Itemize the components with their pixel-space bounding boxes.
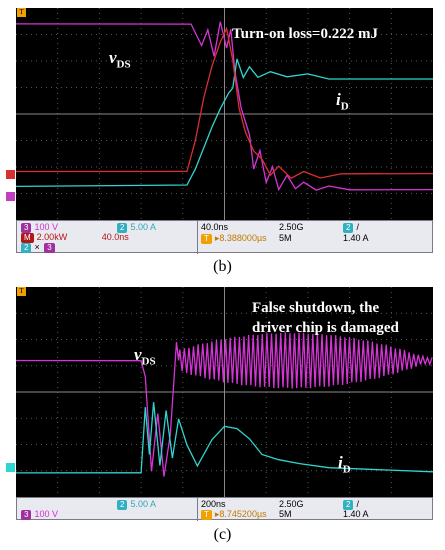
trigger-level-c: 1.40 A bbox=[343, 509, 369, 519]
ch-marker-mag-b bbox=[6, 192, 15, 201]
record-length-c: 5M bbox=[279, 509, 292, 519]
ch3-scale-b: 3 100 V bbox=[21, 222, 58, 233]
scope-readout-b: 3 100 V 2 5.00 A M 2.00kW 40.0ns 2 × 3 40.0n… bbox=[16, 220, 433, 254]
sample-rate-b: 2.50G bbox=[279, 222, 304, 232]
trigger-source-c: 2/ bbox=[343, 499, 359, 510]
delay-b: T ▸8.388000µs bbox=[201, 233, 267, 244]
scope-screen-b: Turn-on loss=0.222 mJ vDS iD T bbox=[16, 8, 433, 220]
trace-id-b bbox=[16, 58, 433, 188]
ch2-scale-b: 2 5.00 A bbox=[117, 222, 156, 233]
ch2-scale-c: 2 5.00 A bbox=[117, 499, 156, 510]
turn-on-loss-annotation: Turn-on loss=0.222 mJ bbox=[232, 26, 378, 42]
vds-label-c: vDS bbox=[134, 345, 156, 368]
trigger-marker-c: T bbox=[17, 287, 26, 296]
false-shutdown-annotation-line1: False shutdown, the bbox=[252, 300, 380, 316]
panel-c: False shutdown, the driver chip is damag… bbox=[0, 280, 445, 550]
false-shutdown-annotation-line2: driver chip is damaged bbox=[252, 320, 399, 336]
ch-marker-cyan-c bbox=[6, 463, 15, 472]
id-label-c: iD bbox=[338, 453, 351, 476]
trigger-marker-b: T bbox=[17, 8, 26, 17]
scope-readout-c: 3 100 V 2 5.00 A 200ns 2.50G 2/ T ▸8.745200… bbox=[16, 497, 433, 521]
trigger-level-b: 1.40 A bbox=[343, 233, 369, 243]
ch3-scale-c: 3 100 V bbox=[21, 509, 58, 520]
caption-b: (b) bbox=[213, 258, 232, 275]
math-scale-b: M 2.00kW 40.0ns bbox=[21, 232, 129, 243]
waveform-plot-b bbox=[16, 8, 433, 220]
record-length-b: 5M bbox=[279, 233, 292, 243]
waveform-plot-c bbox=[16, 287, 433, 497]
trace-id-c bbox=[16, 402, 433, 474]
timebase-c: 200ns bbox=[201, 499, 226, 509]
scope-screen-c: False shutdown, the driver chip is damag… bbox=[16, 287, 433, 497]
trace-vds-c bbox=[16, 332, 433, 477]
id-label-b: iD bbox=[336, 90, 349, 113]
caption-c: (c) bbox=[213, 526, 232, 543]
ch-marker-red-b bbox=[6, 170, 15, 179]
delay-c: T ▸8.745200µs bbox=[201, 509, 267, 520]
trace-turn-on-power-b bbox=[16, 26, 433, 179]
vds-label-b: vDS bbox=[109, 48, 131, 71]
math-expression-b: 2 × 3 bbox=[21, 242, 58, 253]
trace-vds-b bbox=[16, 21, 433, 192]
trigger-source-b: 2/ bbox=[343, 222, 359, 233]
timebase-b: 40.0ns bbox=[201, 222, 229, 232]
sample-rate-c: 2.50G bbox=[279, 499, 304, 509]
